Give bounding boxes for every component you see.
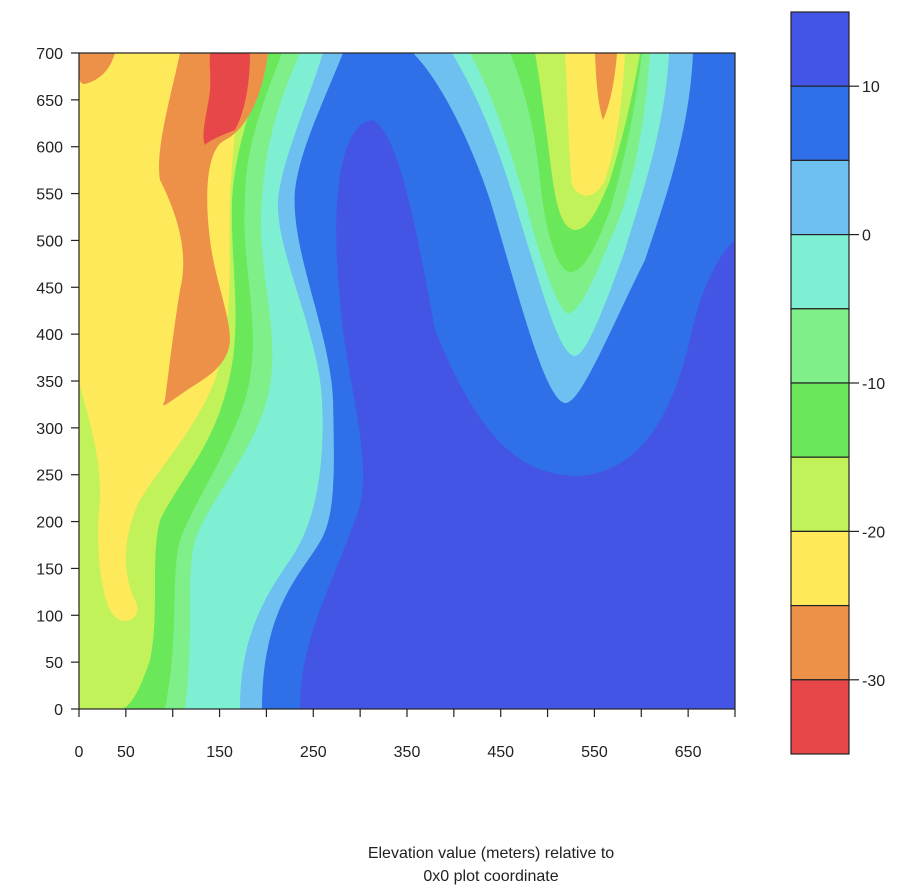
y-tick-label: 500 [36, 233, 63, 250]
contour-band [79, 53, 617, 406]
colorbar-tick-label: 0 [862, 228, 871, 245]
y-tick-label: 700 [36, 46, 63, 63]
colorbar-swatch [790, 530, 850, 607]
y-tick-label: 100 [36, 608, 63, 625]
y-tick-label: 300 [36, 421, 63, 438]
caption-line-2: 0x0 plot coordinate [423, 868, 558, 885]
colorbar-swatch [790, 85, 850, 161]
y-tick-label: 450 [36, 280, 63, 297]
colorbar-swatch [790, 11, 850, 87]
y-tick-label: 0 [54, 702, 63, 719]
y-tick-label: 200 [36, 515, 63, 532]
colorbar-tick-label: -20 [862, 524, 885, 541]
y-tick-label: 550 [36, 187, 63, 204]
caption-line-1: Elevation value (meters) relative to [368, 845, 614, 862]
colorbar-swatch [790, 234, 850, 310]
x-tick-label: 650 [675, 744, 702, 761]
colorbar: 10 0 -10 -20 -30 [790, 11, 885, 755]
y-axis: 0 50 100 150 200 250 300 350 400 450 500 550 600 650 7… [36, 46, 79, 719]
colorbar-swatch [790, 159, 850, 236]
colorbar-swatch [790, 308, 850, 384]
colorbar-swatch [790, 456, 850, 533]
colorbar-tick-label: -30 [862, 673, 885, 690]
contour-band [203, 53, 250, 145]
y-tick-label: 150 [36, 561, 63, 578]
contour-bands [79, 53, 735, 709]
x-tick-label: 350 [394, 744, 421, 761]
x-tick-label: 250 [300, 744, 327, 761]
x-tick-label: 450 [487, 744, 514, 761]
x-axis: 0 50 150 250 350 450 550 650 [75, 709, 736, 761]
colorbar-swatch [790, 604, 850, 681]
x-tick-label: 50 [117, 744, 135, 761]
y-tick-label: 600 [36, 140, 63, 157]
x-tick-label: 550 [581, 744, 608, 761]
y-tick-label: 250 [36, 468, 63, 485]
y-tick-label: 650 [36, 93, 63, 110]
colorbar-swatch [790, 679, 850, 755]
y-tick-label: 50 [45, 655, 63, 672]
colorbar-swatch [790, 382, 850, 458]
x-tick-label: 0 [75, 744, 84, 761]
x-tick-label: 150 [206, 744, 233, 761]
contour-band [79, 53, 625, 621]
y-tick-label: 350 [36, 374, 63, 391]
colorbar-tick-label: 10 [862, 79, 880, 96]
y-tick-label: 400 [36, 327, 63, 344]
colorbar-tick-label: -10 [862, 376, 885, 393]
